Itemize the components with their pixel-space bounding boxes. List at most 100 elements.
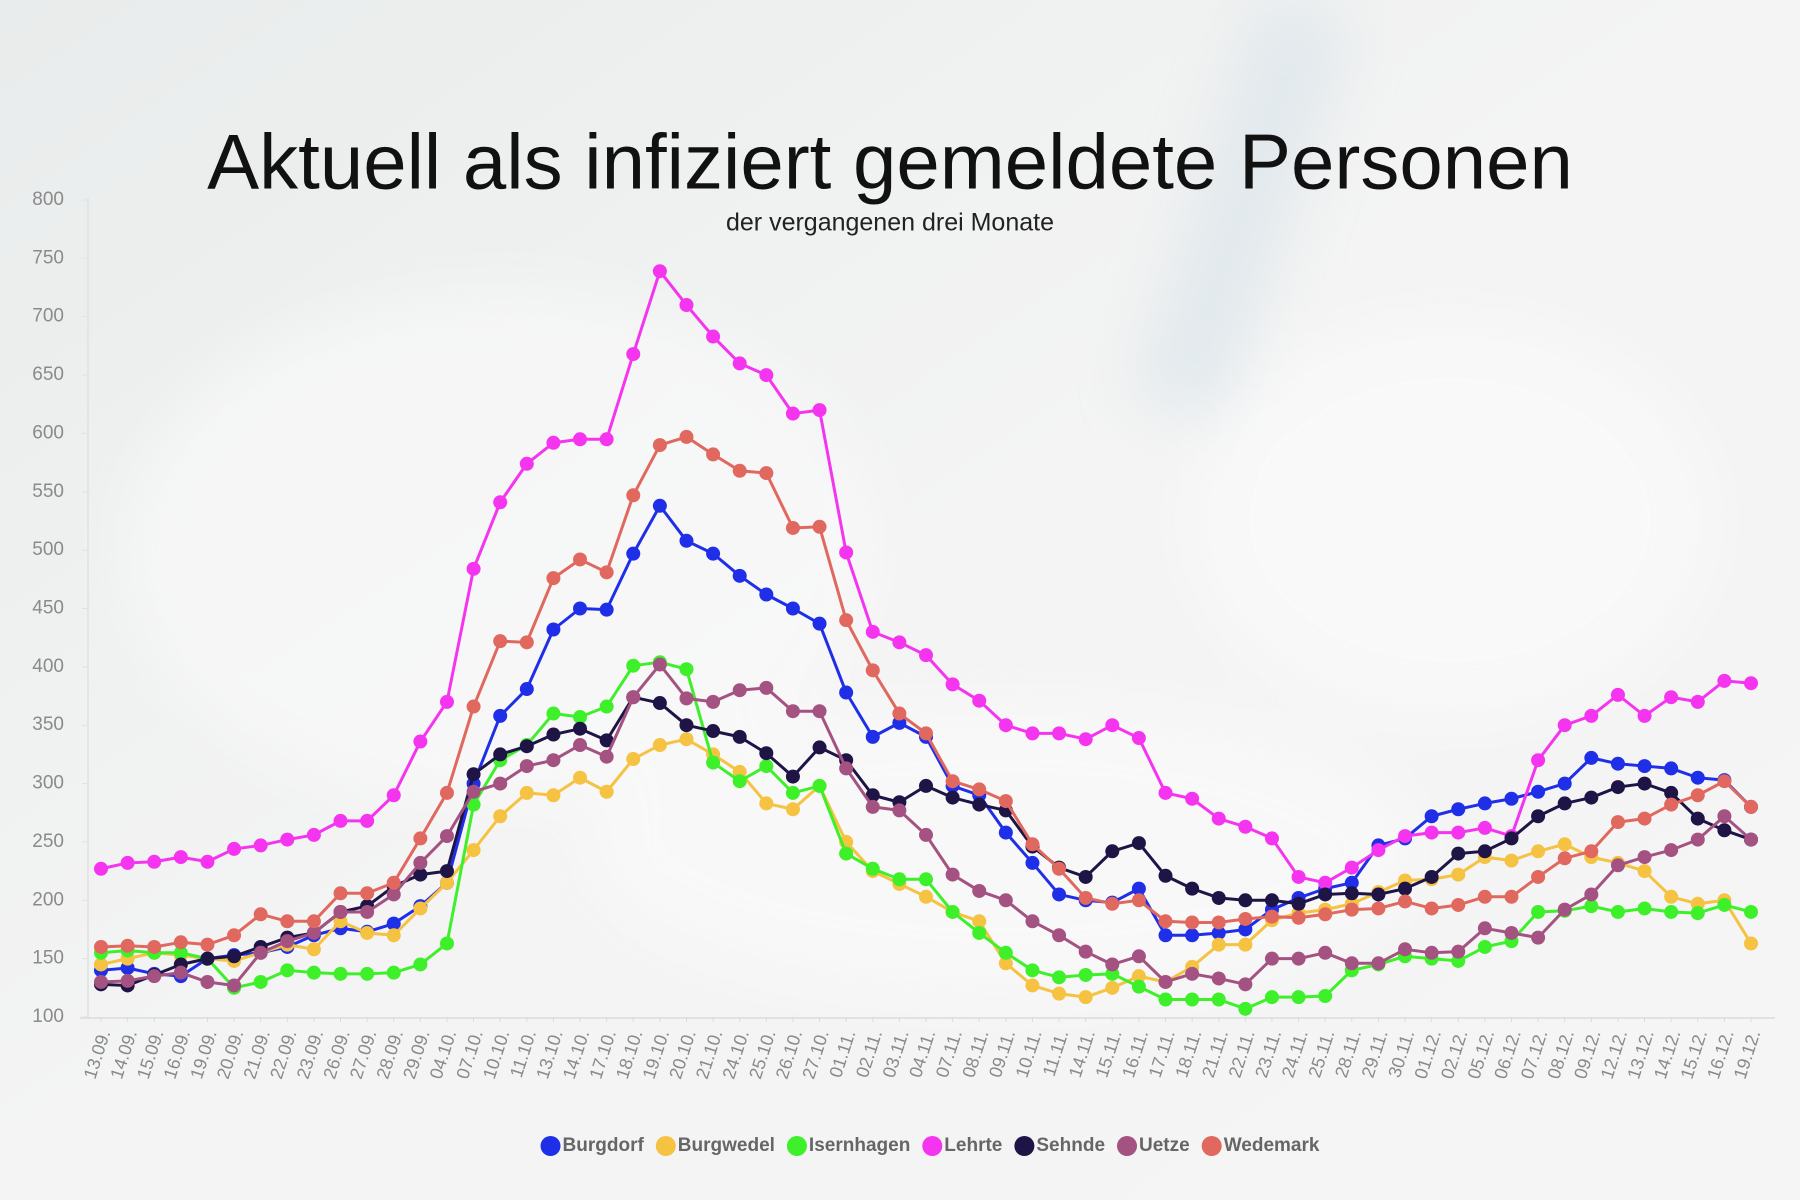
point: [546, 753, 561, 768]
point: [1584, 708, 1599, 723]
point: [1238, 937, 1253, 952]
point: [227, 928, 242, 943]
point: [1690, 811, 1705, 826]
point: [732, 356, 747, 371]
point: [227, 978, 242, 993]
point: [519, 739, 534, 754]
point: [360, 904, 375, 919]
point: [1344, 902, 1359, 917]
legend-marker: [1117, 1136, 1138, 1156]
point: [1078, 732, 1093, 747]
point: [945, 867, 960, 882]
point: [1451, 867, 1466, 882]
point: [1744, 832, 1758, 847]
point: [466, 843, 481, 858]
point: [812, 740, 827, 755]
point: [1717, 774, 1732, 789]
point: [732, 729, 747, 744]
point: [1584, 899, 1599, 914]
point: [1264, 893, 1279, 908]
point: [599, 784, 614, 799]
point: [466, 767, 481, 782]
point: [360, 966, 375, 981]
point: [1131, 836, 1146, 851]
point: [1158, 928, 1173, 943]
point: [1610, 780, 1625, 795]
point: [706, 755, 721, 770]
point: [706, 447, 721, 462]
point: [998, 794, 1013, 809]
point: [1105, 718, 1120, 733]
point: [972, 782, 987, 797]
point: [1185, 966, 1200, 981]
point: [573, 738, 588, 753]
point: [493, 809, 508, 824]
point: [998, 956, 1013, 971]
point: [1477, 889, 1492, 904]
point: [493, 747, 508, 762]
point: [919, 827, 933, 842]
point: [706, 546, 721, 561]
point: [652, 438, 667, 453]
point: [94, 974, 108, 989]
point: [1531, 844, 1546, 859]
point: [1637, 708, 1652, 723]
point: [1344, 860, 1359, 875]
point: [1531, 869, 1546, 884]
point: [1291, 896, 1306, 911]
point: [573, 601, 588, 616]
point: [998, 718, 1013, 733]
point: [94, 957, 108, 972]
legend-label: Burgdorf: [563, 1135, 645, 1156]
point: [1105, 844, 1120, 859]
point: [1451, 897, 1466, 912]
point: [493, 634, 508, 649]
series: [94, 655, 1758, 1016]
point: [413, 734, 428, 749]
point: [1610, 858, 1625, 873]
point: [1584, 750, 1599, 765]
point: [1025, 855, 1040, 870]
point: [785, 785, 800, 800]
legend-label: Isernhagen: [809, 1135, 910, 1156]
point: [945, 677, 960, 692]
point: [1477, 796, 1492, 811]
point: [839, 761, 854, 776]
point: [1744, 799, 1758, 814]
point: [413, 855, 428, 870]
point: [652, 696, 667, 711]
point: [306, 965, 321, 980]
point: [280, 963, 295, 978]
point: [493, 495, 508, 510]
point: [1504, 925, 1519, 940]
point: [1477, 921, 1492, 936]
point: [972, 883, 987, 898]
point: [1690, 770, 1705, 785]
point: [519, 456, 534, 471]
point: [1637, 850, 1652, 865]
point: [1398, 942, 1413, 957]
point: [466, 784, 481, 799]
point: [1717, 809, 1732, 824]
legend-marker: [540, 1136, 561, 1156]
point: [812, 616, 827, 631]
point: [306, 827, 321, 842]
point: [1424, 809, 1439, 824]
point: [759, 587, 774, 602]
point: [892, 706, 907, 721]
legend-label: Uetze: [1139, 1135, 1190, 1156]
point: [1637, 759, 1652, 774]
point: [1211, 890, 1226, 905]
y-tick-label: 200: [32, 889, 64, 910]
series: [94, 429, 1758, 954]
point: [1531, 904, 1546, 919]
point: [546, 788, 561, 803]
point: [280, 934, 295, 949]
point: [652, 498, 667, 513]
point: [785, 769, 800, 784]
point: [599, 749, 614, 764]
point: [94, 861, 108, 876]
point: [759, 746, 774, 761]
point: [679, 429, 694, 444]
